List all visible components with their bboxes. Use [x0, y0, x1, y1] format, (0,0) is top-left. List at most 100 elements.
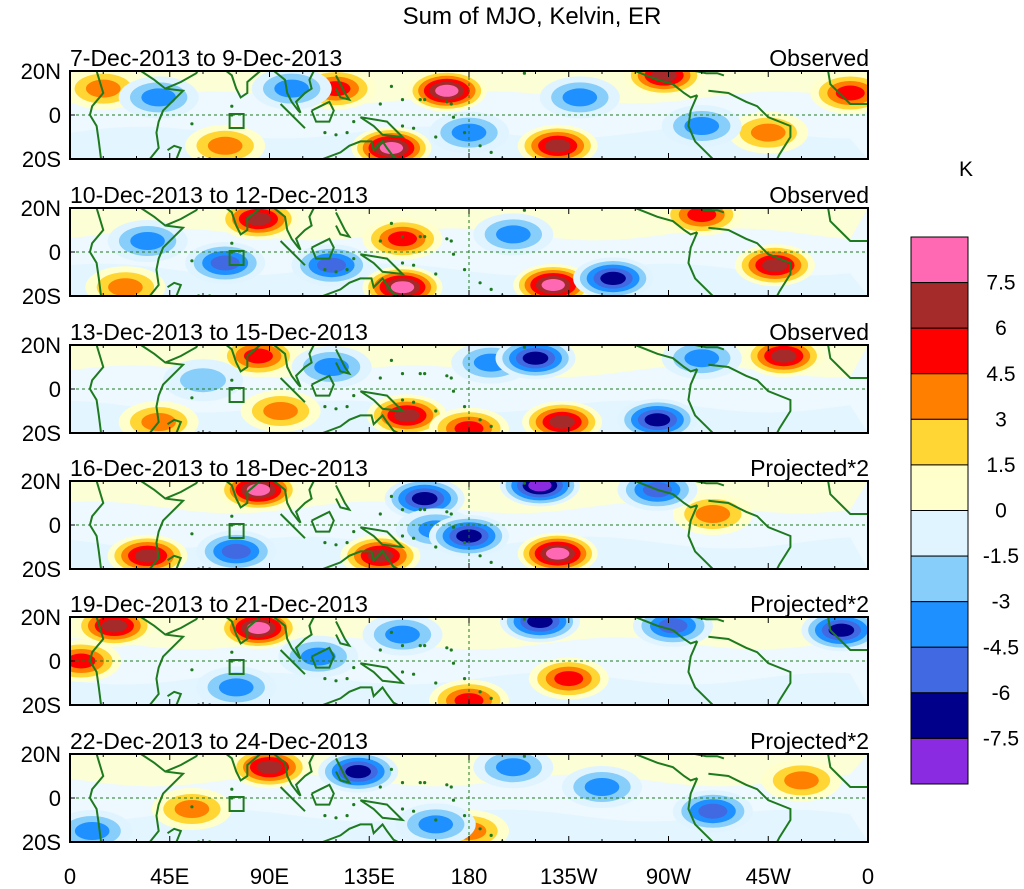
- coastline: [273, 208, 315, 251]
- coastline: [140, 71, 186, 159]
- contour-level: [174, 800, 210, 818]
- coastline: [827, 754, 868, 788]
- coastline: [310, 783, 335, 806]
- contour-level: [411, 492, 438, 506]
- anomaly-blob: [406, 71, 487, 112]
- island: [418, 98, 422, 102]
- coastlines: [88, 481, 868, 569]
- island: [449, 102, 453, 106]
- colorbar-label: 7.5: [986, 272, 1015, 295]
- contour-level: [435, 84, 459, 97]
- coastline: [359, 526, 406, 549]
- coastline: [708, 635, 792, 705]
- colorbar-swatch: [910, 601, 969, 648]
- colorbar-swatch: [910, 737, 969, 785]
- coastline: [322, 685, 399, 705]
- island: [323, 405, 327, 409]
- island: [345, 814, 349, 818]
- coastline: [687, 94, 714, 159]
- contour-level: [134, 549, 161, 563]
- island: [334, 270, 338, 274]
- anomaly-blob: [240, 390, 321, 432]
- island: [423, 644, 427, 648]
- island: [378, 512, 382, 516]
- island: [378, 239, 382, 243]
- contour-level: [784, 771, 819, 790]
- island: [352, 394, 356, 398]
- region-box: [228, 113, 245, 129]
- island: [462, 268, 467, 272]
- colorbar-label: -1.5: [983, 545, 1019, 568]
- island: [400, 372, 405, 376]
- island: [445, 510, 449, 514]
- anomaly-blob: [70, 810, 133, 842]
- colorbar-label: -6: [992, 682, 1011, 705]
- coastlines: [88, 754, 868, 842]
- panel: 20N 0 20S 13-Dec-2013 to 15-Dec-2013 Observe…: [21, 319, 869, 446]
- x-tick-label: 45E: [150, 864, 189, 889]
- anomaly-blob: [85, 266, 166, 296]
- island: [445, 237, 449, 241]
- contour-level: [74, 822, 110, 840]
- coastline: [273, 71, 315, 114]
- contour-level: [141, 88, 177, 107]
- anomaly-field: [70, 617, 868, 705]
- y-tick-label: 20N: [21, 469, 61, 494]
- anomaly-blob: [539, 76, 620, 119]
- island: [352, 257, 356, 261]
- island: [190, 396, 194, 400]
- coastline: [322, 413, 399, 433]
- contour-level: [684, 117, 720, 135]
- coastline: [140, 208, 186, 296]
- coastline: [279, 103, 306, 129]
- contour-level: [385, 625, 420, 644]
- island: [434, 681, 438, 685]
- anomaly-field: [70, 481, 868, 569]
- island: [400, 508, 405, 512]
- colorbar-swatch: [910, 282, 969, 329]
- island: [378, 102, 382, 106]
- x-tick-label: 135E: [344, 864, 395, 889]
- panel-type-label: Projected*2: [750, 455, 869, 481]
- island: [190, 259, 194, 263]
- y-tick-label: 20S: [22, 421, 61, 446]
- anomaly-blob: [291, 346, 372, 388]
- panel-date-label: 7-Dec-2013 to 9-Dec-2013: [70, 45, 342, 71]
- island: [323, 268, 327, 272]
- panel: 20N 0 20S 7-Dec-2013 to 9-Dec-2013 Observed: [21, 45, 869, 172]
- contour-level: [317, 257, 347, 273]
- anomaly-blob: [661, 105, 742, 147]
- colorbar-label: 3: [995, 408, 1007, 431]
- island: [451, 661, 456, 665]
- contour-level: [394, 408, 420, 422]
- panel-type-label: Observed: [769, 319, 869, 345]
- island: [451, 115, 456, 119]
- colorbar-label: 6: [995, 317, 1007, 340]
- island: [478, 418, 482, 422]
- coastline: [694, 208, 725, 214]
- x-tick-label: 0: [862, 864, 874, 889]
- x-tick-label: 135W: [540, 864, 598, 889]
- island: [190, 532, 194, 536]
- coastline: [687, 231, 714, 296]
- coastline: [708, 499, 792, 569]
- coastline: [634, 617, 698, 645]
- island: [478, 827, 482, 831]
- contour-level: [108, 278, 143, 296]
- contour-level: [527, 617, 553, 628]
- coastlines: [88, 617, 868, 705]
- island: [352, 803, 356, 807]
- region-box: [228, 387, 245, 403]
- island: [400, 398, 405, 402]
- island: [400, 534, 405, 538]
- coastline: [694, 617, 725, 623]
- region-box: [228, 523, 245, 539]
- anomaly-blob: [499, 617, 580, 643]
- anomaly-blob: [734, 244, 815, 287]
- island: [449, 785, 453, 789]
- island: [451, 525, 456, 529]
- coastline: [335, 74, 352, 102]
- coastline: [335, 211, 352, 239]
- island: [462, 131, 467, 135]
- colorbar-swatch: [910, 327, 969, 375]
